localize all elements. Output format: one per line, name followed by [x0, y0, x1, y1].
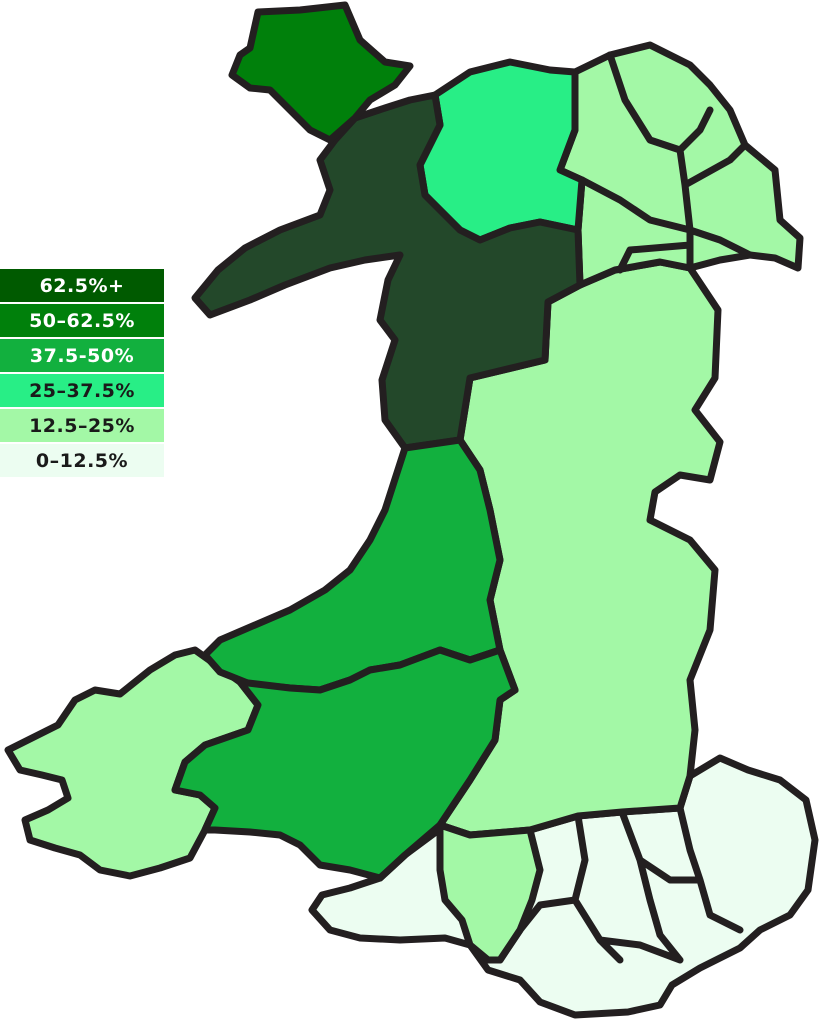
legend-item-50-62-5: 50–62.5% [0, 304, 164, 337]
region-anglesey[interactable] [228, 1, 414, 144]
legend-item-12-5-25: 12.5–25% [0, 409, 164, 442]
region-gwynedd[interactable] [191, 91, 584, 452]
legend-item-62-5-plus: 62.5%+ [0, 269, 164, 302]
legend-item-0-12-5: 0–12.5% [0, 444, 164, 477]
region-carmarthenshire[interactable] [171, 646, 519, 882]
region-neath-port-talbot[interactable] [436, 821, 544, 964]
legend-item-37-5-50: 37.5-50% [0, 339, 164, 372]
legend: 62.5%+ 50–62.5% 37.5-50% 25–37.5% 12.5–2… [0, 269, 164, 479]
south-east-internal-lines [496, 804, 744, 964]
north-east-internal-lines [578, 51, 754, 274]
legend-item-25-37-5: 25–37.5% [0, 374, 164, 407]
